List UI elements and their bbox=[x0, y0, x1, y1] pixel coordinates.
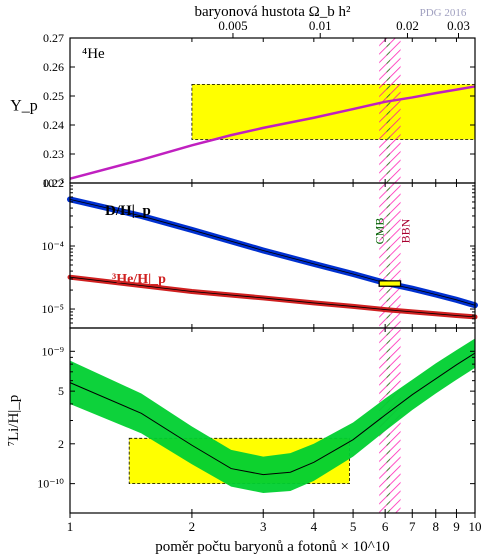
svg-text:0.23: 0.23 bbox=[43, 147, 64, 161]
svg-text:0.25: 0.25 bbox=[43, 89, 64, 103]
svg-text:1: 1 bbox=[67, 519, 74, 534]
svg-text:0.27: 0.27 bbox=[43, 31, 64, 45]
svg-text:8: 8 bbox=[433, 519, 440, 534]
svg-text:D/H|_p: D/H|_p bbox=[105, 203, 151, 219]
svg-text:5: 5 bbox=[58, 384, 64, 398]
svg-text:10⁻³: 10⁻³ bbox=[42, 176, 64, 190]
svg-text:5: 5 bbox=[350, 519, 357, 534]
svg-text:6: 6 bbox=[382, 519, 389, 534]
svg-text:2: 2 bbox=[189, 519, 196, 534]
svg-text:0.02: 0.02 bbox=[396, 18, 419, 33]
svg-text:0.01: 0.01 bbox=[309, 18, 332, 33]
svg-text:10⁻⁵: 10⁻⁵ bbox=[41, 302, 64, 316]
svg-text:⁴He: ⁴He bbox=[82, 46, 105, 62]
svg-text:poměr počtu baryonů a fotonů ×: poměr počtu baryonů a fotonů × 10^10 bbox=[155, 539, 390, 555]
svg-text:BBN: BBN bbox=[399, 218, 413, 243]
svg-text:⁷Li/H|_p: ⁷Li/H|_p bbox=[6, 395, 22, 447]
svg-text:0.03: 0.03 bbox=[447, 18, 470, 33]
svg-text:Y_p: Y_p bbox=[10, 98, 38, 115]
svg-text:4: 4 bbox=[311, 519, 318, 534]
svg-text:3: 3 bbox=[260, 519, 267, 534]
chart-svg: 0.005 0.01 0.02 0.03 baryonová hustota Ω_b h… bbox=[0, 0, 500, 560]
svg-text:0.24: 0.24 bbox=[43, 118, 64, 132]
svg-text:0.26: 0.26 bbox=[43, 60, 64, 74]
svg-text:³He/H|_p: ³He/H|_p bbox=[112, 272, 166, 287]
bbn-chart: 0.005 0.01 0.02 0.03 baryonová hustota Ω_b h… bbox=[0, 0, 500, 560]
svg-text:CMB: CMB bbox=[373, 218, 387, 245]
svg-text:7: 7 bbox=[409, 519, 416, 534]
svg-text:PDG 2016: PDG 2016 bbox=[420, 7, 467, 19]
svg-text:10⁻⁹: 10⁻⁹ bbox=[41, 344, 64, 358]
svg-text:9: 9 bbox=[453, 519, 460, 534]
svg-text:0.005: 0.005 bbox=[218, 18, 247, 33]
svg-text:baryonová hustota Ω_b h²: baryonová hustota Ω_b h² bbox=[194, 4, 351, 20]
svg-text:10: 10 bbox=[469, 519, 482, 534]
svg-text:10⁻¹⁰: 10⁻¹⁰ bbox=[37, 477, 64, 491]
svg-text:10⁻⁴: 10⁻⁴ bbox=[41, 239, 64, 253]
svg-text:2: 2 bbox=[58, 437, 64, 451]
